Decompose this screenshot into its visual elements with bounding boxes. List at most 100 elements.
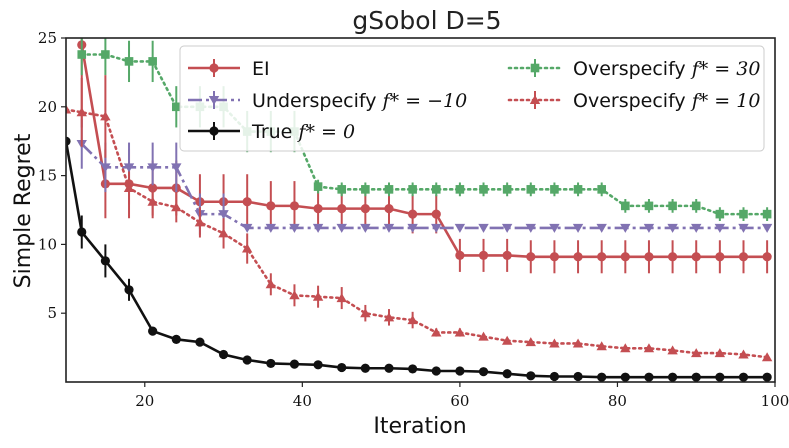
legend-over10-prefix: Overspecify (573, 90, 686, 112)
data-point-overspecify10 (431, 327, 442, 337)
axis-ticks: 20 40 60 80 100 5 10 15 20 25 (38, 29, 789, 410)
data-point-ei (691, 252, 701, 262)
data-point-overspecify10 (738, 349, 749, 359)
data-point-underspecify (431, 223, 442, 233)
data-point-true (77, 227, 87, 237)
data-point-overspecify30 (124, 57, 134, 66)
data-point-true (526, 371, 536, 381)
data-point-overspecify30 (455, 185, 465, 194)
data-point-underspecify (241, 223, 253, 233)
data-point-true (715, 372, 725, 382)
series-line-true (66, 140, 768, 379)
legend-true-math: f* = 0 (296, 121, 355, 143)
data-point-ei (502, 250, 512, 261)
data-point-overspecify10 (218, 228, 229, 238)
data-point-overspecify30 (77, 50, 87, 59)
data-point-overspecify10 (525, 337, 536, 347)
legend-underspecify-math: f* = −10 (381, 90, 468, 112)
legend-handle-ei (188, 59, 240, 77)
x-tick-label: 60 (450, 392, 469, 410)
x-tick-label: 80 (608, 392, 627, 410)
data-point-overspecify30 (361, 185, 370, 194)
data-point-underspecify (501, 223, 513, 233)
legend-label-ei: EI (252, 58, 270, 80)
data-point-true (289, 359, 300, 369)
data-point-underspecify (407, 223, 418, 233)
data-point-underspecify (312, 223, 324, 233)
data-point-overspecify10 (289, 290, 300, 300)
data-point-overspecify10 (241, 243, 253, 253)
legend-over30-math: f* = 30 (690, 58, 761, 80)
data-point-overspecify10 (194, 217, 206, 227)
data-point-underspecify (383, 223, 395, 233)
data-point-true (337, 362, 347, 373)
data-point-underspecify (218, 210, 229, 220)
data-point-overspecify30 (408, 185, 417, 194)
legend-handle-overspecify10 (507, 91, 563, 109)
data-point-true (455, 366, 465, 376)
data-point-overspecify30 (573, 185, 583, 194)
legend-handle-overspecify30 (507, 59, 563, 77)
data-point-overspecify30 (502, 185, 512, 194)
series-line-underspecify (80, 143, 768, 230)
data-point-true (242, 355, 252, 365)
legend-over30-prefix: Overspecify (573, 58, 686, 80)
data-point-true (313, 360, 323, 370)
data-point-overspecify30 (171, 102, 181, 112)
series-layer (66, 38, 773, 382)
data-point-ei (762, 252, 772, 262)
data-point-overspecify30 (621, 201, 630, 211)
data-point-overspecify10 (66, 104, 72, 114)
data-point-overspecify30 (668, 201, 677, 211)
data-point-true (218, 349, 229, 360)
data-point-ei (313, 204, 323, 214)
data-point-overspecify10 (501, 335, 513, 345)
legend-marker-ei (209, 63, 219, 73)
data-point-overspecify10 (383, 312, 395, 322)
data-point-ei (549, 252, 560, 262)
legend: EI Underspecify f* = −10 True f* = 0 Ove… (179, 45, 765, 152)
series-true (66, 136, 772, 382)
data-point-overspecify30 (384, 185, 394, 194)
data-point-true (597, 372, 607, 382)
data-point-true (66, 136, 71, 146)
legend-marker-overspecify30 (530, 63, 540, 73)
data-point-underspecify (289, 223, 300, 233)
data-point-underspecify (147, 163, 158, 173)
data-point-ei (360, 204, 370, 214)
data-point-overspecify30 (644, 201, 654, 211)
data-point-overspecify10 (265, 279, 277, 289)
legend-label-true: True f* = 0 (251, 121, 355, 143)
data-point-underspecify (691, 223, 702, 233)
data-point-overspecify30 (101, 50, 110, 59)
data-point-overspecify30 (691, 201, 701, 211)
data-point-overspecify30 (739, 209, 748, 219)
data-point-underspecify (620, 223, 631, 233)
y-tick-label: 5 (47, 304, 57, 322)
data-point-true (502, 369, 512, 379)
data-point-overspecify30 (526, 185, 536, 194)
y-axis-label: Simple Regret (11, 133, 36, 288)
y-tick-label: 25 (38, 29, 57, 47)
data-point-underspecify (123, 163, 135, 173)
y-tick-label: 20 (38, 98, 57, 116)
x-tick-label: 100 (761, 392, 789, 410)
data-point-true (573, 371, 583, 382)
data-point-underspecify (643, 223, 655, 233)
data-point-ei (715, 252, 725, 262)
data-point-overspecify10 (714, 348, 726, 358)
data-point-underspecify (714, 223, 726, 233)
data-point-overspecify10 (761, 352, 773, 362)
data-point-true (148, 326, 158, 336)
data-point-overspecify10 (596, 341, 607, 351)
data-point-true (738, 372, 749, 382)
data-point-ei (266, 201, 276, 211)
data-point-true (762, 372, 772, 382)
data-point-true (667, 372, 678, 382)
legend-handles (188, 59, 563, 140)
legend-handle-true (188, 122, 240, 140)
data-point-overspecify10 (643, 343, 655, 353)
legend-marker-overspecify10 (529, 95, 541, 104)
x-tick-label: 20 (135, 392, 154, 410)
